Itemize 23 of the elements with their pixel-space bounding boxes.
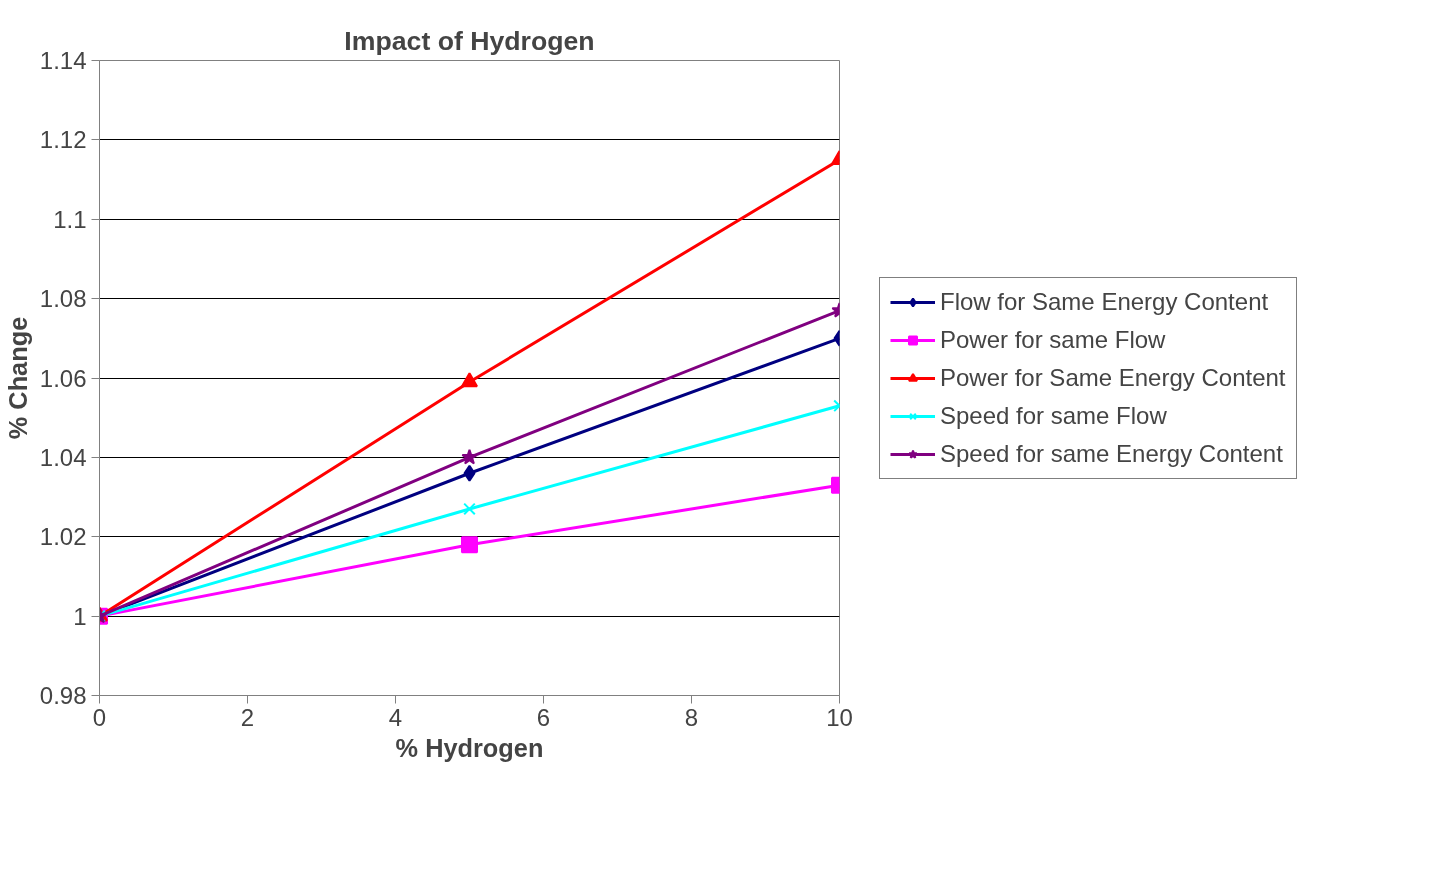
- y-tick-label: 1: [73, 602, 87, 630]
- y-tick-label: 1.14: [39, 47, 87, 74]
- x-tick-label: 0: [92, 703, 107, 731]
- y-tick-label: 1.04: [39, 443, 87, 471]
- legend-label: Speed for same Energy Content: [940, 439, 1283, 468]
- x-tick-label: 2: [240, 703, 255, 731]
- y-tick-label: 1.1: [53, 205, 87, 233]
- x-tick-label: 10: [826, 703, 853, 731]
- y-tick-label: 1.06: [39, 364, 87, 392]
- legend-label: Flow for Same Energy Content: [940, 287, 1269, 316]
- x-tick-label: 8: [684, 703, 699, 731]
- x-axis-title: % Hydrogen: [395, 733, 544, 762]
- y-tick-label: 1.12: [39, 126, 87, 154]
- legend-label: Power for Same Energy Content: [940, 363, 1286, 392]
- y-axis-title: % Change: [3, 316, 32, 440]
- legend-label: Power for same Flow: [940, 325, 1166, 354]
- y-tick-label: 0.98: [39, 682, 87, 709]
- x-tick-label: 6: [536, 703, 551, 731]
- y-tick-label: 1.08: [39, 285, 87, 313]
- y-tick-label: 1.02: [39, 523, 87, 551]
- legend-label: Speed for same Flow: [940, 401, 1167, 430]
- x-tick-label: 4: [388, 703, 403, 731]
- chart-title: Impact of Hydrogen: [344, 25, 595, 56]
